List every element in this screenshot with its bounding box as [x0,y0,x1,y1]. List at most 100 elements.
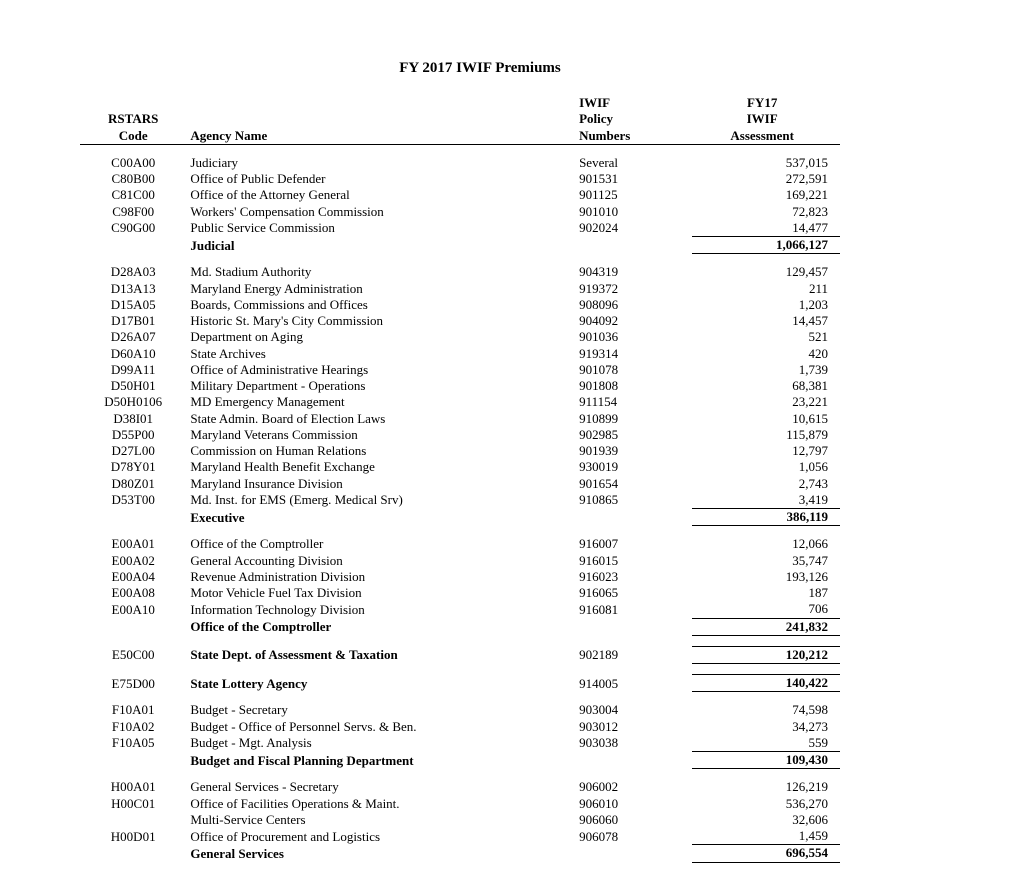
header-code-l1: RSTARS [80,111,186,127]
cell-policy: 906060 [575,812,692,828]
table-row: E50C00State Dept. of Assessment & Taxati… [80,646,840,663]
cell-assessment: 521 [692,329,840,345]
cell-name: Maryland Health Benefit Exchange [186,459,575,475]
table-row: E00A10Information Technology Division916… [80,601,840,618]
cell-name: General Services - Secretary [186,779,575,795]
cell-code: E00A01 [80,536,186,552]
cell-policy: 901010 [575,204,692,220]
cell-policy: 901808 [575,378,692,394]
cell-code: D38I01 [80,411,186,427]
cell-assessment: 559 [692,735,840,752]
subtotal-value: 696,554 [692,845,840,862]
cell-name: State Lottery Agency [186,675,575,692]
page-title: FY 2017 IWIF Premiums [120,60,840,77]
cell-assessment: 126,219 [692,779,840,795]
cell-code: F10A05 [80,735,186,752]
cell-policy: 904092 [575,313,692,329]
cell-code: D55P00 [80,427,186,443]
document-page: FY 2017 IWIF Premiums IWIF FY17 RSTARS P… [0,0,1020,788]
table-row: C98F00Workers' Compensation Commission90… [80,204,840,220]
cell-name: Public Service Commission [186,220,575,237]
cell-code: D80Z01 [80,476,186,492]
cell-name: Maryland Energy Administration [186,281,575,297]
cell-name: State Dept. of Assessment & Taxation [186,646,575,663]
table-row: D99A11Office of Administrative Hearings9… [80,362,840,378]
cell-code: C81C00 [80,187,186,203]
cell-code: H00D01 [80,828,186,845]
cell-assessment: 169,221 [692,187,840,203]
table-row: D53T00Md. Inst. for EMS (Emerg. Medical … [80,492,840,509]
cell-name: Budget - Office of Personnel Servs. & Be… [186,719,575,735]
header-row-3: Code Agency Name Numbers Assessment [80,128,840,145]
cell-code: F10A02 [80,719,186,735]
cell-code: F10A01 [80,702,186,718]
cell-code: E50C00 [80,646,186,663]
cell-assessment: 140,422 [692,675,840,692]
header-policy-l3: Numbers [575,128,692,145]
cell-policy: 916023 [575,569,692,585]
cell-policy: 902189 [575,646,692,663]
header-policy-l2: Policy [575,111,692,127]
cell-assessment: 34,273 [692,719,840,735]
table-row: D13A13Maryland Energy Administration9193… [80,281,840,297]
cell-assessment: 32,606 [692,812,840,828]
header-assess-l2: IWIF [692,111,840,127]
cell-name: Information Technology Division [186,601,575,618]
cell-name: State Admin. Board of Election Laws [186,411,575,427]
cell-policy: 903004 [575,702,692,718]
subtotal-value: 241,832 [692,618,840,635]
cell-name: Office of Procurement and Logistics [186,828,575,845]
cell-name: Budget - Secretary [186,702,575,718]
cell-assessment: 211 [692,281,840,297]
cell-name: Revenue Administration Division [186,569,575,585]
subtotal-row: Judicial1,066,127 [80,237,840,254]
cell-code: D17B01 [80,313,186,329]
table-row: C80B00Office of Public Defender901531272… [80,171,840,187]
cell-policy: 916065 [575,585,692,601]
subtotal-label: General Services [186,845,575,862]
cell-name: MD Emergency Management [186,394,575,410]
cell-name: Budget - Mgt. Analysis [186,735,575,752]
cell-code: D13A13 [80,281,186,297]
cell-assessment: 3,419 [692,492,840,509]
cell-assessment: 35,747 [692,553,840,569]
table-row: D55P00Maryland Veterans Commission902985… [80,427,840,443]
table-row: H00D01Office of Procurement and Logistic… [80,828,840,845]
cell-policy: 916007 [575,536,692,552]
subtotal-value: 386,119 [692,509,840,526]
table-row: D50H01Military Department - Operations90… [80,378,840,394]
header-assess-l1: FY17 [692,95,840,111]
cell-name: Commission on Human Relations [186,443,575,459]
cell-policy: 916015 [575,553,692,569]
cell-code: C90G00 [80,220,186,237]
cell-name: State Archives [186,346,575,362]
cell-policy: 904319 [575,264,692,280]
subtotal-label: Judicial [186,237,575,254]
table-row: D50H0106MD Emergency Management91115423,… [80,394,840,410]
cell-policy: 901125 [575,187,692,203]
cell-code: C00A00 [80,155,186,171]
cell-code: D50H0106 [80,394,186,410]
cell-assessment: 272,591 [692,171,840,187]
cell-policy: 914005 [575,675,692,692]
cell-policy: 901939 [575,443,692,459]
table-row: Multi-Service Centers90606032,606 [80,812,840,828]
table-row: D26A07Department on Aging901036521 [80,329,840,345]
cell-assessment: 187 [692,585,840,601]
cell-policy: 919314 [575,346,692,362]
cell-code: E00A08 [80,585,186,601]
subtotal-row: Office of the Comptroller241,832 [80,618,840,635]
cell-name: Workers' Compensation Commission [186,204,575,220]
table-row: F10A01Budget - Secretary90300474,598 [80,702,840,718]
table-row: D15A05Boards, Commissions and Offices908… [80,297,840,313]
cell-assessment: 14,457 [692,313,840,329]
cell-name: Judiciary [186,155,575,171]
table-row: C81C00Office of the Attorney General9011… [80,187,840,203]
cell-policy: 910865 [575,492,692,509]
cell-assessment: 14,477 [692,220,840,237]
table-row: F10A02Budget - Office of Personnel Servs… [80,719,840,735]
table-row: H00A01General Services - Secretary906002… [80,779,840,795]
header-assess-l3: Assessment [692,128,840,145]
cell-name: Military Department - Operations [186,378,575,394]
cell-policy: 919372 [575,281,692,297]
